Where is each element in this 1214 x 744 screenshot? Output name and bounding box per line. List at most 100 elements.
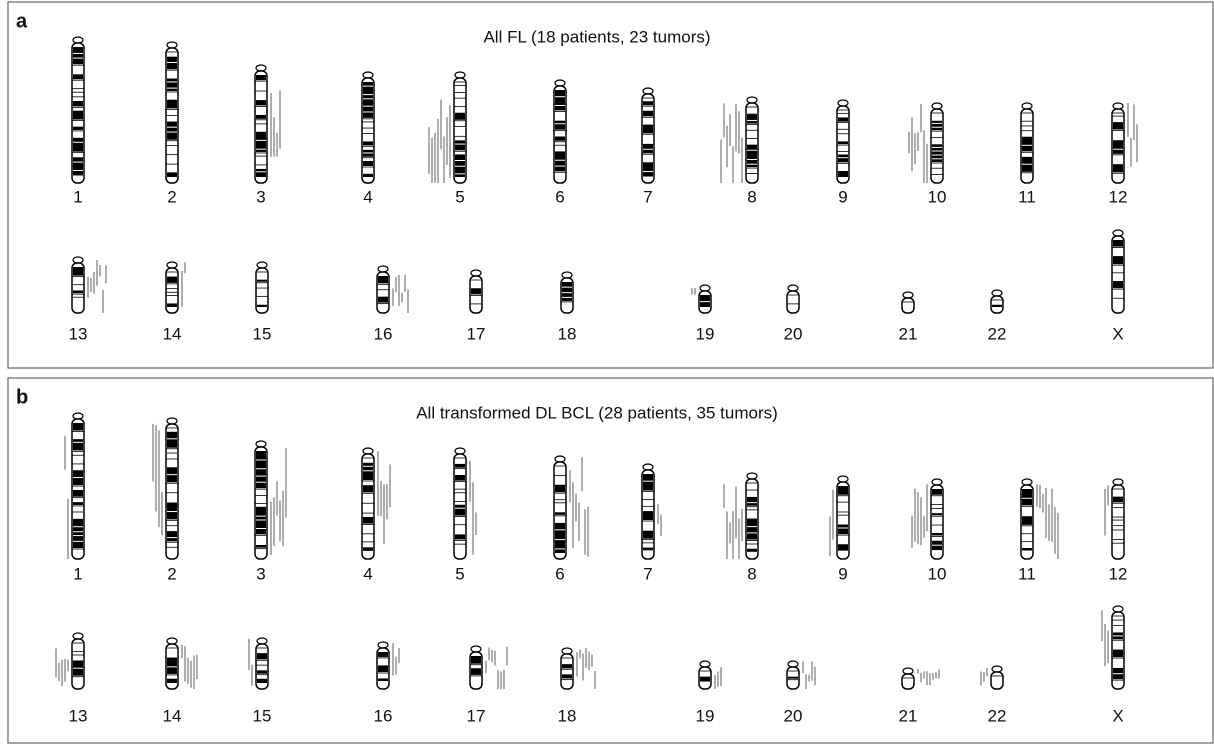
chromosome — [1112, 606, 1124, 689]
chromosome-band — [73, 660, 83, 667]
chromosome-band — [256, 483, 266, 488]
chromosome-band — [73, 290, 83, 293]
chromosome — [72, 257, 84, 313]
chromosome-band — [1113, 650, 1123, 657]
chromosome-band — [643, 150, 653, 153]
chromosome-label: 6 — [555, 187, 564, 206]
chromosome-band — [555, 549, 565, 553]
chromosome-band — [167, 100, 177, 109]
chromosome-label: 5 — [455, 187, 464, 206]
chromosome — [255, 65, 267, 183]
chromosome-band — [562, 664, 572, 668]
chromosome-band — [555, 485, 565, 492]
chromosome — [470, 646, 482, 689]
chromosome — [787, 661, 799, 689]
chromosome-label: 17 — [467, 324, 486, 343]
chromosome-band — [256, 529, 266, 534]
chromosome-band — [643, 474, 653, 481]
chromosome-label: 22 — [988, 706, 1007, 725]
chromosome-band — [455, 509, 465, 516]
chromosome-band — [73, 101, 83, 106]
chromosome — [1112, 479, 1124, 559]
chromosome-band — [455, 475, 465, 481]
chromosome-band — [1113, 479, 1123, 485]
chromosome-band — [167, 418, 177, 424]
chromosome-band — [1113, 668, 1123, 673]
chromosome-band — [932, 541, 942, 545]
panel-label: b — [16, 386, 28, 408]
chromosome — [362, 72, 374, 183]
chromosome-band — [256, 477, 266, 482]
chromosome-band — [1113, 497, 1123, 503]
chromosome — [72, 413, 84, 559]
chromosome-band — [555, 151, 565, 159]
chromosome-band — [932, 124, 942, 127]
chromosome-band — [838, 117, 848, 121]
chromosome-band — [455, 448, 465, 454]
chromosome-band — [471, 288, 481, 294]
chromosome-label: 10 — [928, 564, 947, 583]
chromosome-band — [643, 111, 653, 116]
chromosome-band — [363, 448, 373, 454]
chromosome-band — [363, 87, 373, 95]
chromosome-label: 9 — [838, 187, 847, 206]
chromosome-label: 14 — [163, 324, 182, 343]
chromosome — [561, 648, 573, 689]
chromosome — [902, 292, 914, 313]
chromosome — [255, 441, 267, 559]
chromosome-band — [932, 479, 942, 485]
chromosome-band — [555, 124, 565, 129]
chromosome-band — [363, 485, 373, 492]
chromosome-band — [256, 545, 266, 548]
panel-title: All FL (18 patients, 23 tumors) — [483, 27, 710, 46]
chromosome-band — [73, 478, 83, 485]
chromosome-band — [1113, 164, 1123, 172]
chromosome-band — [555, 530, 565, 539]
chromosome-label: X — [1112, 324, 1123, 343]
chromosome-band — [643, 162, 653, 171]
chromosome-band — [256, 65, 266, 71]
chromosome-band — [700, 285, 710, 291]
chromosome-band — [167, 432, 177, 438]
chromosome-label: 5 — [455, 564, 464, 583]
chromosome-band — [363, 547, 373, 551]
chromosome-band — [992, 290, 1002, 296]
chromosome — [837, 100, 849, 183]
chromosome-band — [167, 78, 177, 81]
chromosome-band — [256, 517, 266, 520]
chromosome-band — [555, 136, 565, 140]
chromosome-band — [363, 72, 373, 78]
chromosome-band — [1113, 230, 1123, 236]
chromosome-band — [73, 413, 83, 419]
chromosome-band — [747, 473, 757, 479]
chromosome-band — [256, 172, 266, 177]
chromosome-band — [257, 280, 267, 282]
chromosome-band — [471, 668, 481, 675]
chromosome-band — [363, 82, 373, 86]
chromosome-band — [167, 63, 177, 69]
chromosome — [362, 448, 374, 559]
chromosome-band — [167, 42, 177, 48]
chromosome-label: 8 — [747, 187, 756, 206]
panel-frame — [8, 2, 1213, 368]
chromosome-band — [256, 115, 266, 119]
chromosome-band — [73, 37, 83, 43]
chromosome-band — [700, 295, 710, 301]
chromosome-band — [167, 512, 177, 519]
chromosome-band — [471, 646, 481, 652]
chromosome-band — [363, 467, 373, 470]
chromosome-band — [73, 519, 83, 526]
chromosome — [1112, 103, 1124, 183]
chromosome-label: 11 — [1018, 564, 1036, 583]
panel-label: a — [16, 10, 28, 32]
chromosome-band — [1113, 150, 1123, 154]
chromosome-band — [455, 140, 465, 143]
chromosome-band — [256, 150, 266, 152]
chromosome-band — [555, 121, 565, 124]
chromosome-band — [256, 100, 266, 105]
chromosome-band — [167, 172, 177, 177]
chromosome — [746, 97, 758, 183]
chromosome — [902, 668, 914, 689]
chromosome-band — [257, 670, 267, 673]
chromosome-band — [363, 95, 373, 98]
